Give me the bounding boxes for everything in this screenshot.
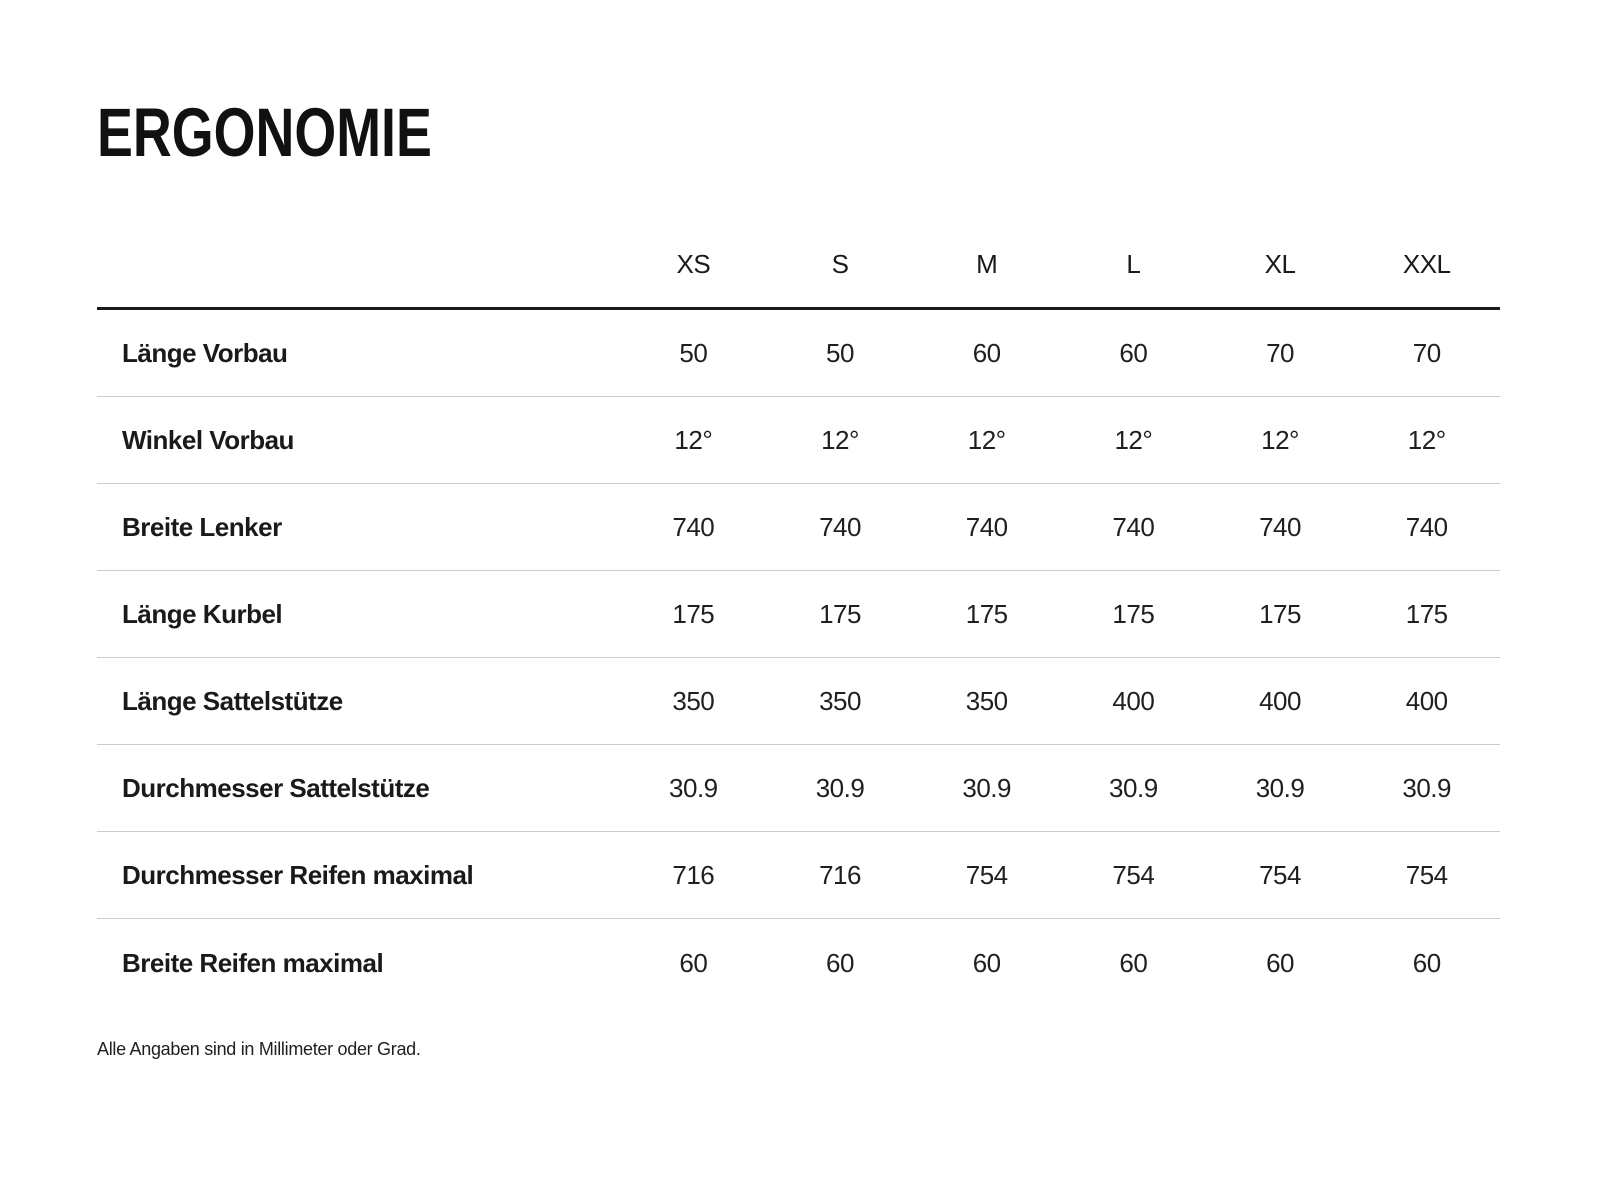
column-header-xl: XL: [1264, 249, 1296, 279]
cell-value: 175: [672, 599, 715, 629]
table-row: Durchmesser Sattelstütze 30.9 30.9 30.9 …: [97, 745, 1500, 832]
cell-value: 60: [1412, 947, 1441, 978]
cell-value: 350: [819, 686, 861, 716]
row-label: Winkel Vorbau: [122, 425, 294, 455]
cell-value: 740: [672, 512, 715, 542]
cell-value: 175: [1259, 599, 1301, 629]
cell-value: 50: [826, 338, 854, 368]
cell-value: 740: [1405, 512, 1448, 542]
column-header-xs: XS: [676, 249, 711, 279]
cell-value: 30.9: [669, 773, 718, 803]
table-row: Länge Kurbel 175 175 175 175 175 175: [97, 571, 1500, 658]
row-label: Durchmesser Reifen maximal: [122, 860, 474, 890]
cell-value: 60: [826, 947, 854, 978]
cell-value: 740: [1259, 512, 1301, 542]
cell-value: 30.9: [1255, 773, 1305, 803]
column-header-m: M: [976, 249, 998, 279]
row-label: Länge Vorbau: [122, 338, 288, 368]
column-header-l: L: [1126, 249, 1141, 279]
row-label: Länge Kurbel: [122, 599, 283, 629]
cell-value: 30.9: [962, 773, 1011, 803]
cell-value: 60: [972, 338, 1001, 368]
cell-value: 30.9: [1109, 773, 1158, 803]
row-label: Durchmesser Sattelstütze: [122, 773, 430, 803]
cell-value: 350: [672, 686, 715, 716]
cell-value: 350: [965, 686, 1008, 716]
units-footnote: Alle Angaben sind in Millimeter oder Gra…: [97, 1039, 421, 1059]
row-label: Breite Reifen maximal: [122, 947, 384, 978]
column-header-s: S: [831, 249, 849, 279]
cell-value: 12°: [674, 425, 713, 455]
table-row: Breite Lenker 740 740 740 740 740 740: [97, 484, 1500, 571]
cell-value: 60: [1266, 947, 1294, 978]
cell-value: 716: [672, 860, 715, 890]
cell-value: 400: [1405, 686, 1448, 716]
cell-value: 12°: [967, 425, 1006, 455]
cell-value: 740: [1112, 512, 1155, 542]
ergonomics-table: XS S M L XL XXL Länge Vorbau 50 50 60 60…: [97, 167, 1500, 1006]
cell-value: 754: [965, 860, 1008, 890]
cell-value: 70: [1266, 338, 1294, 368]
cell-value: 175: [965, 599, 1008, 629]
cell-value: 175: [1405, 599, 1448, 629]
cell-value: 400: [1112, 686, 1155, 716]
cell-value: 60: [679, 947, 708, 978]
ergonomics-page: ERGONOMIE XS S M L XL XXL Länge Vorbau 5…: [97, 94, 1500, 1059]
page-title: ERGONOMIE: [97, 94, 432, 171]
cell-value: 754: [1405, 860, 1448, 890]
cell-value: 50: [679, 338, 708, 368]
cell-value: 740: [819, 512, 861, 542]
cell-value: 60: [1119, 947, 1148, 978]
cell-value: 60: [972, 947, 1001, 978]
cell-value: 30.9: [815, 773, 865, 803]
column-header-xxl: XXL: [1402, 249, 1451, 279]
table-row: Breite Reifen maximal 60 60 60 60 60 60: [97, 919, 1500, 1006]
cell-value: 60: [1119, 338, 1148, 368]
cell-value: 716: [819, 860, 861, 890]
cell-value: 754: [1259, 860, 1301, 890]
row-label: Länge Sattelstütze: [122, 686, 343, 716]
cell-value: 754: [1112, 860, 1155, 890]
table-header-row: XS S M L XL XXL: [97, 167, 1500, 310]
cell-value: 12°: [1114, 425, 1153, 455]
cell-value: 175: [1112, 599, 1155, 629]
cell-value: 12°: [1407, 425, 1446, 455]
cell-value: 175: [819, 599, 861, 629]
cell-value: 70: [1412, 338, 1441, 368]
cell-value: 740: [965, 512, 1008, 542]
cell-value: 12°: [821, 425, 859, 455]
table-row: Länge Sattelstütze 350 350 350 400 400 4…: [97, 658, 1500, 745]
cell-value: 30.9: [1402, 773, 1451, 803]
table-row: Länge Vorbau 50 50 60 60 70 70: [97, 310, 1500, 397]
cell-value: 400: [1259, 686, 1301, 716]
row-label: Breite Lenker: [122, 512, 282, 542]
cell-value: 12°: [1261, 425, 1299, 455]
table-row: Winkel Vorbau 12° 12° 12° 12° 12° 12°: [97, 397, 1500, 484]
table-row: Durchmesser Reifen maximal 716 716 754 7…: [97, 832, 1500, 919]
